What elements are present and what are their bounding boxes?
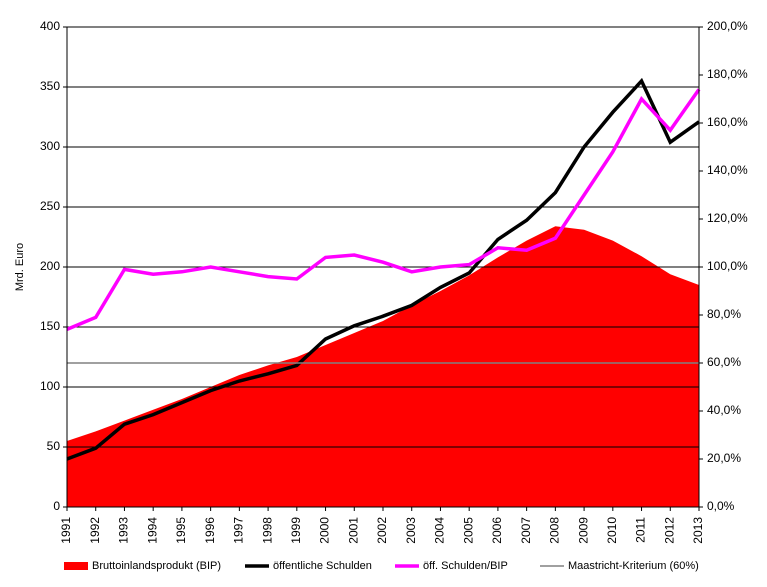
- x-tick-label: 1996: [203, 517, 217, 544]
- x-tick-label: 2007: [519, 517, 533, 544]
- y2-tick-label: 160,0%: [707, 115, 748, 129]
- legend-label: öffentliche Schulden: [273, 560, 372, 572]
- x-tick-label: 2011: [634, 517, 648, 543]
- y-tick-label: 250: [40, 199, 60, 213]
- x-tick-label: 2001: [346, 517, 360, 544]
- line: [66, 88, 701, 332]
- y2-tick-label: 100,0%: [707, 259, 748, 273]
- x-tick-label: 1993: [117, 517, 131, 544]
- y2-tick-label: 60,0%: [707, 355, 741, 369]
- y2-tick-label: 180,0%: [707, 67, 748, 81]
- x-tick-label: 2008: [548, 517, 562, 544]
- y2-tick-label: 200,0%: [707, 19, 748, 33]
- area: [67, 226, 699, 507]
- y-tick-label: 350: [40, 79, 60, 93]
- y2-tick-label: 40,0%: [707, 403, 741, 417]
- y-tick-label: 200: [40, 259, 60, 273]
- x-tick-label: 1991: [59, 517, 73, 544]
- x-tick-label: 2003: [404, 517, 418, 544]
- x-tick-label: 1995: [174, 517, 188, 544]
- y-tick-label: 400: [40, 19, 60, 33]
- y2-tick-label: 0,0%: [707, 499, 735, 513]
- x-tick-label: 2010: [605, 517, 619, 544]
- y-tick-label: 150: [40, 319, 60, 333]
- x-tick-label: 1992: [88, 517, 102, 544]
- x-tick-label: 2006: [490, 517, 504, 544]
- x-tick-label: 1999: [289, 517, 303, 544]
- x-tick-label: 2002: [375, 517, 389, 544]
- x-tick-label: 1997: [232, 517, 246, 544]
- x-tick-label: 1994: [145, 517, 159, 544]
- y2-tick-label: 120,0%: [707, 211, 748, 225]
- x-tick-label: 2004: [433, 517, 447, 544]
- x-tick-label: 2000: [318, 517, 332, 544]
- x-tick-label: 2013: [691, 517, 705, 544]
- y-axis-label: Mrd. Euro: [14, 243, 26, 291]
- y-tick-label: 50: [47, 439, 61, 453]
- y2-tick-label: 140,0%: [707, 163, 748, 177]
- legend-label: Maastricht-Kriterium (60%): [568, 560, 699, 572]
- x-tick-label: 2009: [576, 517, 590, 544]
- y-tick-label: 100: [40, 379, 60, 393]
- line: [66, 77, 701, 461]
- y-tick-label: 300: [40, 139, 60, 153]
- x-tick-label: 2012: [662, 517, 676, 544]
- x-tick-label: 1998: [260, 517, 274, 544]
- legend-label: öff. Schulden/BIP: [423, 560, 508, 572]
- y2-tick-label: 20,0%: [707, 451, 741, 465]
- x-tick-label: 2005: [461, 517, 475, 544]
- y2-tick-label: 80,0%: [707, 307, 741, 321]
- legend-swatch: [64, 562, 88, 570]
- y-tick-label: 0: [53, 499, 60, 513]
- legend-label: Bruttoinlandsprodukt (BIP): [92, 560, 221, 572]
